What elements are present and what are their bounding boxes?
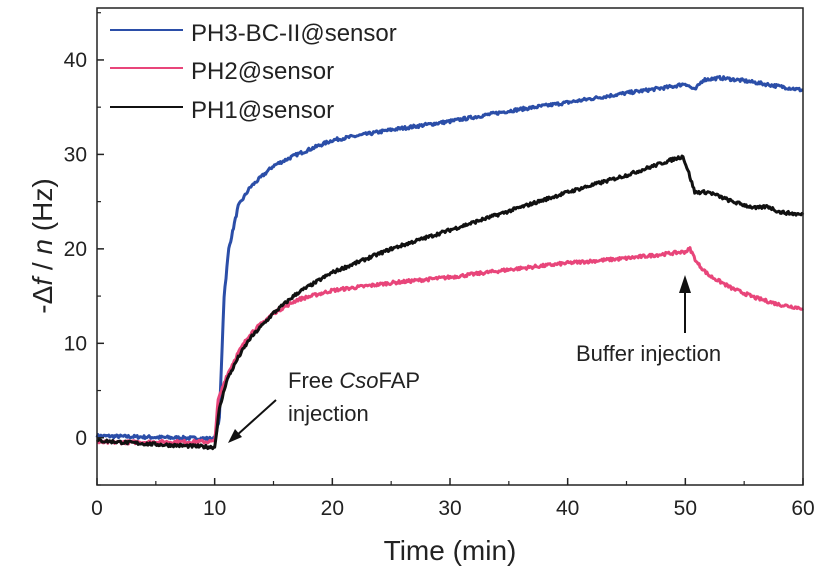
legend-label-1: PH2@sensor xyxy=(191,58,334,85)
annotation-free-csofap: Free CsoFAP injection xyxy=(228,368,420,443)
x-tick-label: 10 xyxy=(203,497,226,520)
series-layer xyxy=(95,75,805,451)
arrow-head-icon xyxy=(228,429,242,443)
y-tick-label: 0 xyxy=(75,427,87,450)
legend-label-2: PH1@sensor xyxy=(191,97,334,124)
y-axis-label: -Δf / n (Hz) xyxy=(27,178,58,313)
annotation-arrow xyxy=(235,399,277,437)
annotation-text: Buffer injection xyxy=(576,341,721,366)
annotation-buffer-injection: Buffer injection xyxy=(576,275,721,366)
y-tick-label: 40 xyxy=(64,49,87,72)
annotation-text-line1: Free CsoFAP xyxy=(288,368,420,393)
x-tick-label: 0 xyxy=(91,497,103,520)
x-tick-label: 20 xyxy=(321,497,344,520)
x-tick-label: 40 xyxy=(556,497,579,520)
x-tick-label: 30 xyxy=(438,497,461,520)
annotation-text-line2: injection xyxy=(288,401,369,426)
y-tick-label: 30 xyxy=(64,143,87,166)
x-tick-label: 50 xyxy=(674,497,697,520)
legend-label-0: PH3-BC-II@sensor xyxy=(191,20,397,47)
y-tick-label: 10 xyxy=(64,332,87,355)
x-tick-label: 60 xyxy=(791,497,814,520)
x-axis-label: Time (min) xyxy=(384,535,517,566)
arrow-head-icon xyxy=(679,275,691,293)
axis-ticks: 0 10 20 30 40 50 60 0 10 20 30 40 xyxy=(64,12,815,520)
y-tick-label: 20 xyxy=(64,238,87,261)
series-line-2 xyxy=(95,154,805,451)
legend: PH3-BC-II@sensor PH2@sensor PH1@sensor xyxy=(110,20,397,124)
series-line-0 xyxy=(95,75,804,442)
